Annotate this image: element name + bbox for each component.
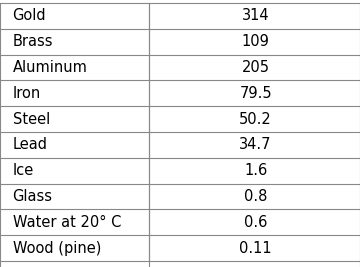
- Text: 0.6: 0.6: [244, 215, 267, 230]
- Text: Lead: Lead: [13, 138, 48, 152]
- Text: Glass: Glass: [13, 189, 53, 204]
- Text: Ice: Ice: [13, 163, 34, 178]
- Text: Gold: Gold: [13, 8, 46, 23]
- Text: 79.5: 79.5: [239, 86, 272, 101]
- Text: Wood (pine): Wood (pine): [13, 241, 101, 256]
- Text: 205: 205: [242, 60, 270, 75]
- Text: Iron: Iron: [13, 86, 41, 101]
- Text: 0.11: 0.11: [239, 241, 272, 256]
- Text: 34.7: 34.7: [239, 138, 272, 152]
- Text: Steel: Steel: [13, 112, 50, 127]
- Text: 314: 314: [242, 8, 269, 23]
- Text: 109: 109: [242, 34, 270, 49]
- Text: 1.6: 1.6: [244, 163, 267, 178]
- Text: 0.8: 0.8: [244, 189, 267, 204]
- Text: Water at 20° C: Water at 20° C: [13, 215, 121, 230]
- Text: 50.2: 50.2: [239, 112, 272, 127]
- Text: Aluminum: Aluminum: [13, 60, 87, 75]
- Text: Brass: Brass: [13, 34, 53, 49]
